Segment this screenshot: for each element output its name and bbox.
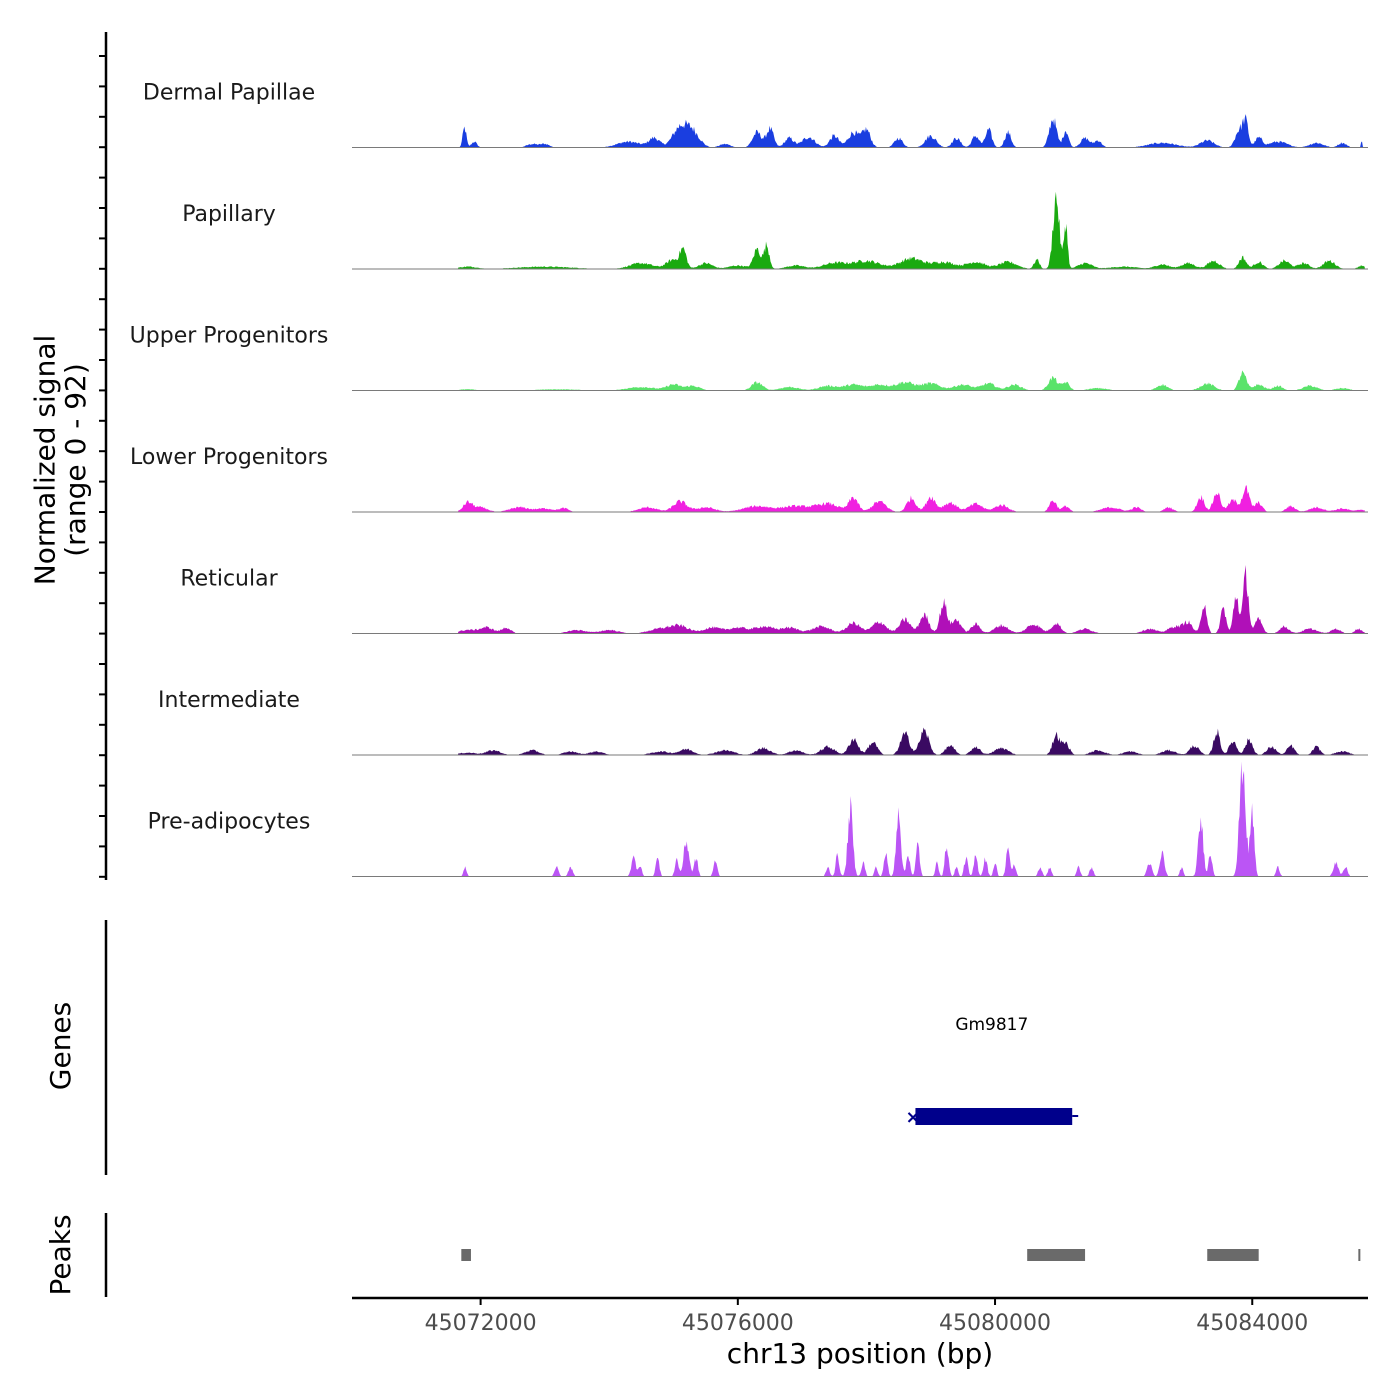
peak-region bbox=[461, 1249, 471, 1261]
peaks-panel: Peaks bbox=[44, 1213, 1361, 1297]
track-label: Pre-adipocytes bbox=[148, 810, 311, 835]
strand-arrow: × bbox=[905, 1107, 920, 1128]
track-label: Dermal Papillae bbox=[143, 81, 315, 106]
signal-y-label: Normalized signal(range 0 - 92) bbox=[28, 335, 92, 586]
y-label-line: Normalized signal bbox=[28, 335, 61, 586]
peak-region bbox=[1027, 1249, 1086, 1261]
track-papillary: Papillary bbox=[182, 191, 1368, 270]
track-reticular: Reticular bbox=[180, 565, 1368, 634]
track-label: Reticular bbox=[180, 567, 278, 592]
gene-body bbox=[915, 1108, 1073, 1125]
x-axis: 45072000 45076000 45080000 45084000 chr13 po… bbox=[352, 1296, 1368, 1370]
peak-region bbox=[1207, 1249, 1259, 1261]
peaks-label: Peaks bbox=[44, 1214, 77, 1295]
track-upper-progenitors: Upper Progenitors bbox=[130, 324, 1368, 391]
track-label: Intermediate bbox=[158, 688, 300, 713]
x-tick-label: 45084000 bbox=[1196, 1311, 1308, 1336]
track-pre-adipocytes: Pre-adipocytes bbox=[148, 761, 1368, 877]
y-label-line: (range 0 - 92) bbox=[59, 363, 92, 557]
coverage-area bbox=[458, 761, 1365, 877]
coverage-area bbox=[458, 114, 1365, 148]
x-tick-label: 45080000 bbox=[939, 1311, 1051, 1336]
gene-name: Gm9817 bbox=[955, 1015, 1028, 1035]
track-label: Papillary bbox=[182, 202, 276, 227]
track-dermal-papillae: Dermal Papillae bbox=[143, 81, 1368, 148]
coverage-area bbox=[458, 727, 1365, 755]
track-lower-progenitors: Lower Progenitors bbox=[130, 445, 1368, 513]
coverage-area bbox=[458, 191, 1365, 269]
track-label: Lower Progenitors bbox=[130, 445, 328, 470]
coverage-area bbox=[458, 565, 1365, 634]
signal-panel: Dermal Papillae Papillary Upper Progenitor… bbox=[28, 32, 1368, 880]
track-intermediate: Intermediate bbox=[158, 688, 1368, 756]
gene-gm9817: × Gm9817 bbox=[905, 1015, 1079, 1128]
genes-label: Genes bbox=[44, 1002, 77, 1090]
genes-panel: Genes × Gm9817 bbox=[44, 920, 1079, 1175]
track-label: Upper Progenitors bbox=[130, 324, 329, 349]
peak-region bbox=[1358, 1249, 1361, 1261]
x-tick-label: 45072000 bbox=[425, 1311, 537, 1336]
coverage-area bbox=[458, 485, 1365, 512]
x-tick-label: 45076000 bbox=[682, 1311, 794, 1336]
x-axis-label: chr13 position (bp) bbox=[727, 1337, 993, 1370]
coverage-area bbox=[458, 370, 1365, 391]
